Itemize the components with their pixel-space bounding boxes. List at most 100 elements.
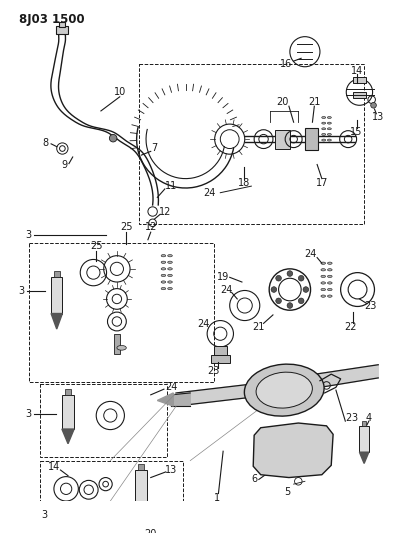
Text: 20: 20 <box>145 529 157 533</box>
Bar <box>353 92 366 98</box>
Circle shape <box>276 298 282 304</box>
Text: 1: 1 <box>213 493 220 503</box>
Text: 25: 25 <box>120 222 133 232</box>
Ellipse shape <box>321 288 326 290</box>
Bar <box>214 346 227 356</box>
Text: 17: 17 <box>316 179 328 188</box>
Bar <box>56 26 68 34</box>
Ellipse shape <box>322 117 326 118</box>
Ellipse shape <box>161 255 166 257</box>
Ellipse shape <box>321 269 326 271</box>
Bar <box>275 130 290 149</box>
Circle shape <box>109 134 117 142</box>
Ellipse shape <box>322 139 326 141</box>
Text: 13: 13 <box>372 111 385 122</box>
Text: 12: 12 <box>159 206 171 216</box>
Ellipse shape <box>161 261 166 263</box>
Circle shape <box>298 276 304 281</box>
Ellipse shape <box>321 295 326 297</box>
Bar <box>353 77 366 83</box>
Bar <box>211 356 230 363</box>
Ellipse shape <box>322 128 326 130</box>
Text: 21: 21 <box>253 322 265 332</box>
Text: 14: 14 <box>350 66 363 76</box>
Ellipse shape <box>321 275 326 278</box>
Ellipse shape <box>327 128 331 130</box>
Text: 5: 5 <box>284 487 290 497</box>
Bar <box>62 395 74 429</box>
Ellipse shape <box>321 282 326 284</box>
Polygon shape <box>157 393 173 406</box>
Ellipse shape <box>244 364 324 416</box>
Circle shape <box>271 287 277 293</box>
Ellipse shape <box>161 281 166 283</box>
Ellipse shape <box>327 282 332 284</box>
Bar <box>135 470 147 506</box>
Text: 24: 24 <box>203 188 215 198</box>
Text: 8J03 1500: 8J03 1500 <box>19 13 85 26</box>
Ellipse shape <box>161 268 166 270</box>
Text: 15: 15 <box>350 127 363 136</box>
Ellipse shape <box>327 269 332 271</box>
Ellipse shape <box>168 268 172 270</box>
Circle shape <box>287 271 293 277</box>
Bar <box>40 461 183 533</box>
Text: 2: 2 <box>345 413 351 423</box>
Bar <box>138 464 145 470</box>
Polygon shape <box>360 452 369 464</box>
Text: 20: 20 <box>276 96 289 107</box>
Text: 24: 24 <box>220 285 232 295</box>
Ellipse shape <box>168 287 172 290</box>
Polygon shape <box>171 393 190 406</box>
Ellipse shape <box>168 281 172 283</box>
Text: 25: 25 <box>90 241 103 251</box>
Circle shape <box>298 298 304 304</box>
Circle shape <box>303 287 308 293</box>
Text: 8: 8 <box>42 138 49 148</box>
Text: 22: 22 <box>344 322 356 332</box>
Text: 3: 3 <box>25 409 32 418</box>
Bar <box>139 64 364 224</box>
Ellipse shape <box>327 122 331 124</box>
Text: 9: 9 <box>61 160 67 171</box>
Text: 12: 12 <box>145 222 157 232</box>
Text: 23: 23 <box>208 366 220 376</box>
Circle shape <box>371 102 376 108</box>
Polygon shape <box>62 429 74 443</box>
Text: 18: 18 <box>238 179 250 188</box>
Bar <box>40 384 167 457</box>
Polygon shape <box>135 506 147 522</box>
Bar <box>65 389 71 395</box>
Polygon shape <box>176 365 378 406</box>
Ellipse shape <box>327 295 332 297</box>
Text: 3: 3 <box>18 286 24 296</box>
Ellipse shape <box>168 261 172 263</box>
Bar <box>114 334 120 354</box>
Text: 3: 3 <box>42 510 48 520</box>
Bar <box>29 243 214 382</box>
Ellipse shape <box>168 255 172 257</box>
Bar <box>305 128 318 150</box>
Text: 14: 14 <box>48 462 60 472</box>
Circle shape <box>276 276 282 281</box>
Bar <box>360 426 369 452</box>
Text: 6: 6 <box>251 474 257 484</box>
Ellipse shape <box>322 133 326 135</box>
Circle shape <box>287 303 293 308</box>
Text: 24: 24 <box>165 382 178 392</box>
Ellipse shape <box>327 117 331 118</box>
Text: 24: 24 <box>305 249 317 259</box>
Ellipse shape <box>161 274 166 277</box>
Text: 3: 3 <box>352 413 358 423</box>
Ellipse shape <box>327 139 331 141</box>
Polygon shape <box>253 423 333 478</box>
Ellipse shape <box>327 288 332 290</box>
Polygon shape <box>51 313 63 329</box>
Text: 24: 24 <box>197 319 209 329</box>
Ellipse shape <box>161 287 166 290</box>
Text: 21: 21 <box>308 96 320 107</box>
Bar <box>59 22 65 27</box>
Bar <box>362 421 366 426</box>
Text: 19: 19 <box>217 272 229 282</box>
Text: 10: 10 <box>114 87 126 97</box>
